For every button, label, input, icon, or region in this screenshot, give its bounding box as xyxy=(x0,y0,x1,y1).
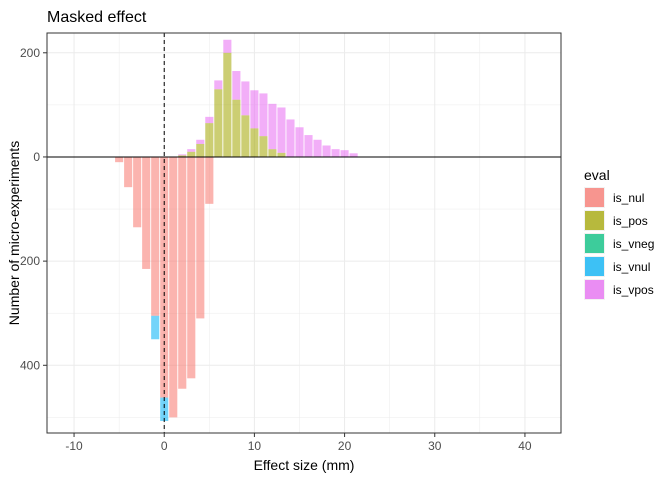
x-tick-label: 40 xyxy=(518,439,532,453)
y-tick-label: 200 xyxy=(20,254,40,268)
x-tick-label: 30 xyxy=(428,439,442,453)
legend-swatch-is_pos xyxy=(585,211,604,230)
legend-items: is_nul is_pos is_vneg is_vnul is_vpos xyxy=(584,187,654,300)
bar-is_pos xyxy=(205,123,214,157)
bar-is_nul xyxy=(115,156,124,163)
bar-is_vpos xyxy=(304,135,313,157)
bar-is_pos xyxy=(223,52,232,157)
x-axis-ticks: -10 0 10 20 30 40 xyxy=(65,433,532,453)
bar-is_vnul xyxy=(151,315,160,340)
bar-is_vpos xyxy=(313,139,322,157)
bar-is_pos xyxy=(277,152,286,157)
bar-is_nul xyxy=(169,156,178,418)
bar-is_vpos xyxy=(250,90,259,129)
legend: eval is_nul is_pos is_vneg is_vnul is_vpos xyxy=(584,167,654,300)
y-axis-label: Number of micro-experiments xyxy=(6,141,22,325)
bar-is_pos xyxy=(259,136,268,157)
bar-is_vpos xyxy=(223,39,232,53)
plot-border xyxy=(46,32,562,434)
x-tick-label: 20 xyxy=(338,439,352,453)
y-tick-label: 400 xyxy=(20,358,40,372)
bar-is_vpos xyxy=(286,119,295,157)
legend-label-is_vneg: is_vneg xyxy=(613,237,654,251)
bar-is_vpos xyxy=(232,71,241,100)
bar-is_vpos xyxy=(196,139,205,144)
bar-is_nul xyxy=(151,156,160,316)
chart-title: Masked effect xyxy=(47,9,147,26)
bar-is_vpos xyxy=(340,150,349,157)
bar-is_vpos xyxy=(331,149,340,157)
legend-label-is_vnul: is_vnul xyxy=(613,260,650,274)
bar-is_pos xyxy=(196,143,205,157)
legend-title: eval xyxy=(584,167,610,183)
legend-swatch-is_vpos xyxy=(585,280,604,299)
bar-is_vpos xyxy=(259,93,268,137)
x-tick-label: 0 xyxy=(161,439,168,453)
y-tick-label: 200 xyxy=(20,46,40,60)
bar-is_pos xyxy=(250,128,259,157)
bar-is_vpos xyxy=(322,145,331,157)
x-tick-label: 10 xyxy=(248,439,262,453)
bar-is_vpos xyxy=(295,127,304,157)
legend-label-is_nul: is_nul xyxy=(613,191,644,205)
bar-is_pos xyxy=(187,151,196,157)
bar-is_vpos xyxy=(268,103,277,150)
bar-is_vnul xyxy=(160,397,169,422)
x-tick-label: -10 xyxy=(65,439,83,453)
bar-is_vpos xyxy=(178,154,187,156)
bar-is_nul xyxy=(205,156,214,204)
bar-is_pos xyxy=(214,89,223,157)
legend-label-is_vpos: is_vpos xyxy=(613,283,654,297)
bars xyxy=(115,39,358,422)
bar-is_vpos xyxy=(205,116,214,124)
bar-is_nul xyxy=(142,156,151,269)
bar-is_nul xyxy=(196,156,205,319)
bar-is_vpos xyxy=(241,81,250,116)
bar-is_vpos xyxy=(214,80,223,90)
y-tick-label: 0 xyxy=(33,150,40,164)
bar-is_pos xyxy=(241,115,250,157)
legend-label-is_pos: is_pos xyxy=(613,214,648,228)
bar-is_pos xyxy=(232,99,241,157)
bar-is_pos xyxy=(178,155,187,157)
bar-is_nul xyxy=(187,156,196,379)
bar-is_vpos xyxy=(187,149,196,152)
reference-lines xyxy=(47,33,561,433)
bar-is_pos xyxy=(268,149,277,157)
bar-is_nul xyxy=(124,156,133,188)
bar-is_vpos xyxy=(349,153,358,157)
legend-swatch-is_nul xyxy=(585,188,604,207)
bar-is_nul xyxy=(160,156,169,398)
legend-swatch-is_vneg xyxy=(585,234,604,253)
bar-is_nul xyxy=(133,156,142,228)
bar-is_vpos xyxy=(277,107,286,153)
y-axis-ticks: 200 0 200 400 xyxy=(20,46,47,372)
grid-lines xyxy=(47,33,561,433)
legend-swatch-is_vnul xyxy=(585,257,604,276)
bar-is_nul xyxy=(178,156,187,389)
x-axis-label: Effect size (mm) xyxy=(254,457,355,473)
